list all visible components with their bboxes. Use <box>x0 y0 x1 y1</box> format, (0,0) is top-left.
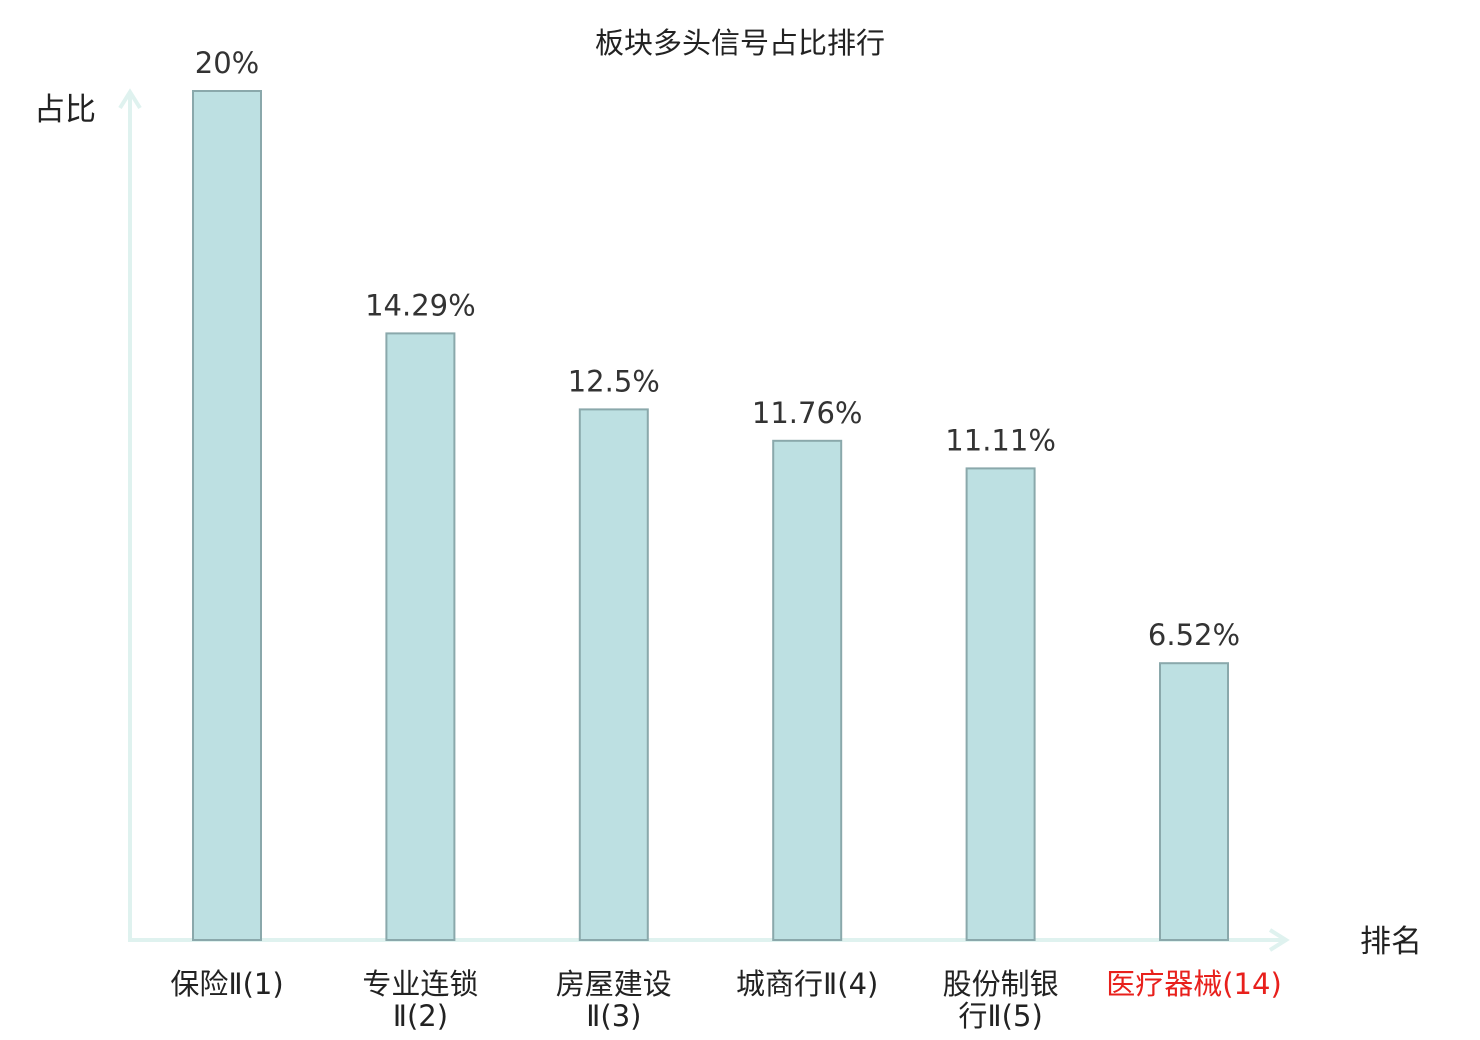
category-label-5-line-1: 股份制银 <box>943 967 1059 1001</box>
category-label-3-line-1: 房屋建设 <box>556 967 672 1001</box>
value-label-3: 12.5% <box>568 364 660 398</box>
value-label-5: 11.11% <box>945 423 1056 457</box>
category-label-6-line-1: 医疗器械(14) <box>1106 967 1282 1001</box>
category-label-5-line-2: 行Ⅱ(5) <box>958 999 1042 1033</box>
value-label-1: 20% <box>195 46 259 80</box>
value-labels-layer: 20% 14.29% 12.5% 11.76% 11.11% 6.52% <box>195 46 1240 652</box>
y-axis-arrow-icon <box>118 88 142 110</box>
bar-5 <box>965 467 1036 941</box>
bar-3 <box>578 408 649 941</box>
category-label-2-line-1: 专业连锁 <box>362 967 478 1001</box>
category-label-2-line-2: Ⅱ(2) <box>393 999 448 1033</box>
value-label-2: 14.29% <box>365 288 476 322</box>
category-label-1-line-1: 保险Ⅱ(1) <box>170 967 283 1001</box>
x-axis-label: 排名 <box>1360 924 1422 960</box>
bars-layer <box>192 90 1229 941</box>
y-axis-label: 占比 <box>34 92 96 128</box>
value-label-4: 11.76% <box>752 396 863 430</box>
bar-1 <box>192 90 262 941</box>
x-axis-arrow-icon <box>1268 928 1290 952</box>
chart-title: 板块多头信号占比排行 <box>595 26 885 60</box>
category-label-4-line-1: 城商行Ⅱ(4) <box>736 967 878 1001</box>
bar-6 <box>1159 662 1229 941</box>
value-label-6: 6.52% <box>1148 618 1240 652</box>
category-label-3-line-2: Ⅱ(3) <box>586 999 641 1033</box>
bar-2 <box>385 332 456 941</box>
bar-4 <box>772 439 843 941</box>
